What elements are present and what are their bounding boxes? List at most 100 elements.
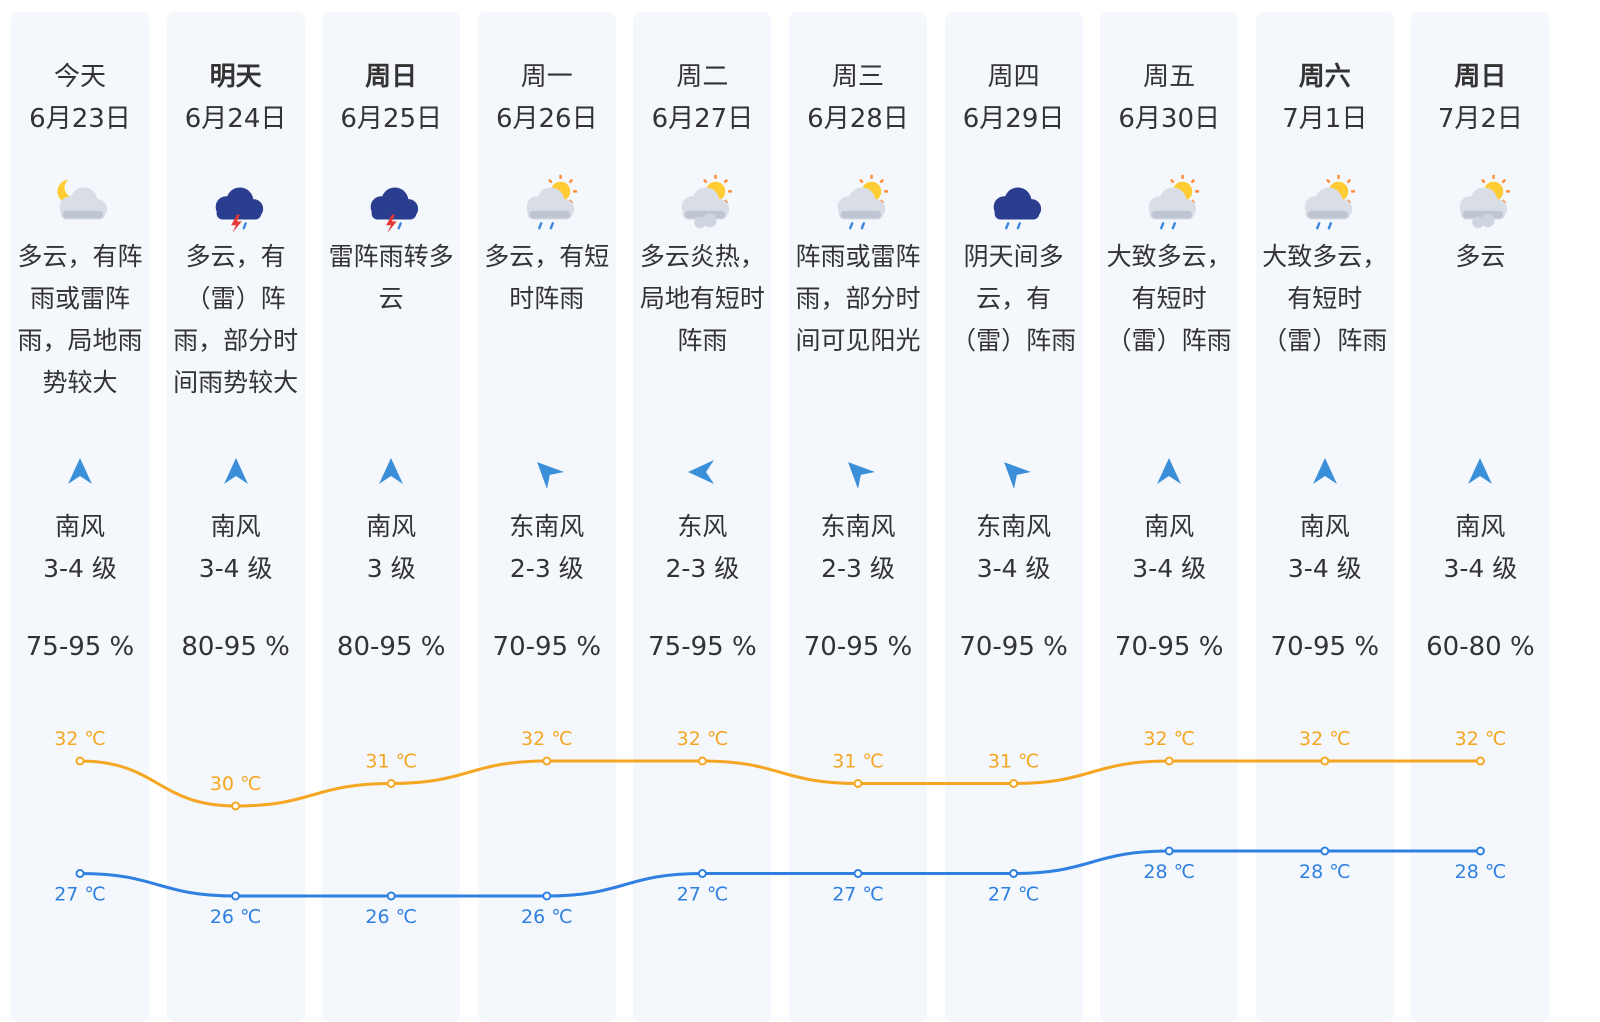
day-of-week: 周三 — [831, 62, 884, 92]
wind-direction: 南风 — [366, 512, 417, 541]
sun-cloud-icon — [667, 172, 737, 234]
wind-level: 3-4 级 — [1443, 554, 1518, 583]
high-temp-label: 31 ℃ — [832, 751, 884, 773]
weather-description: 多云炎热，局地有短时阵雨 — [639, 242, 765, 355]
thunderstorm-icon — [356, 172, 426, 234]
sun-cloud-rain-icon — [837, 174, 889, 230]
high-temp-point — [697, 756, 707, 766]
wind-direction: 南风 — [54, 512, 105, 541]
high-temp-label: 32 ℃ — [1143, 728, 1195, 750]
high-temp-label: 32 ℃ — [677, 728, 729, 750]
weather-description: 多云，有阵雨或雷阵雨，局地雨势较大 — [17, 242, 143, 397]
high-temp-point — [853, 779, 863, 788]
sun-cloud-icon — [1460, 174, 1511, 229]
thunderstorm-icon — [215, 187, 263, 234]
weather-description: 多云 — [1455, 242, 1506, 271]
sun-cloud-rain-icon — [823, 172, 893, 234]
high-temp-label: 32 ℃ — [521, 728, 573, 750]
northwest-arrow-icon — [536, 462, 564, 489]
wind-direction: 东南风 — [509, 512, 585, 541]
low-temp-label: 28 ℃ — [1143, 861, 1195, 883]
day-date: 6月27日 — [651, 104, 754, 134]
high-temp-point — [1320, 756, 1330, 766]
weather-description: 大致多云，有短时（雷）阵雨 — [1106, 242, 1232, 355]
high-temp-point — [75, 756, 85, 766]
day-date: 6月25日 — [340, 104, 442, 134]
west-arrow-icon — [688, 460, 715, 484]
high-temp-label: 32 ℃ — [1299, 728, 1351, 750]
moon-cloud-icon — [57, 179, 108, 220]
high-temp-point — [386, 779, 396, 788]
north-arrow-icon — [1463, 455, 1497, 489]
day-of-week: 周日 — [1454, 62, 1507, 92]
rain-cloud-icon — [993, 187, 1041, 230]
thunderstorm-icon — [370, 187, 419, 234]
humidity-range: 70-95 % — [492, 632, 602, 662]
weather-description: 多云，有（雷）阵雨，部分时间雨势较大 — [173, 242, 299, 397]
humidity-range: 75-95 % — [25, 632, 135, 662]
wind-level: 3-4 级 — [976, 554, 1051, 583]
wind-direction: 南风 — [1299, 512, 1350, 541]
wind-direction: 南风 — [1455, 512, 1506, 541]
weather-description: 雷阵雨转多云 — [328, 242, 454, 313]
sun-cloud-rain-icon — [526, 174, 577, 230]
low-temp-point — [1009, 869, 1019, 878]
north-arrow-icon — [68, 458, 92, 484]
low-temp-point — [697, 869, 707, 878]
north-arrow-icon — [1152, 455, 1186, 489]
day-column: 周二 6月27日 多云炎热，局地有短时阵雨 东风 2-3 级 75-95 % — [633, 12, 772, 1022]
sun-cloud-rain-icon — [1290, 172, 1360, 234]
wind-level: 3 级 — [366, 554, 416, 583]
low-temp-label: 28 ℃ — [1455, 861, 1507, 883]
high-temp-point — [1009, 779, 1019, 788]
day-of-week: 周六 — [1298, 62, 1351, 92]
low-temp-point — [1164, 846, 1174, 856]
north-arrow-icon — [1308, 455, 1342, 489]
humidity-range: 70-95 % — [1270, 632, 1380, 662]
humidity-range: 80-95 % — [181, 632, 290, 662]
north-arrow-icon — [379, 458, 404, 484]
sun-cloud-rain-icon — [1148, 174, 1200, 230]
wind-direction: 南风 — [1144, 512, 1195, 541]
wind-level: 3-4 级 — [1132, 554, 1207, 583]
day-column: 周四 6月29日 阴天间多云，有（雷）阵雨 东南风 3-4 级 70-95 % — [944, 12, 1083, 1022]
low-temp-label: 27 ℃ — [677, 884, 729, 906]
day-of-week: 周五 — [1143, 62, 1196, 92]
high-temp-label: 31 ℃ — [365, 751, 417, 773]
sun-cloud-icon — [1445, 172, 1515, 234]
day-date: 6月29日 — [962, 104, 1065, 134]
north-arrow-icon — [1468, 458, 1493, 484]
sun-cloud-rain-icon — [1134, 172, 1204, 234]
north-arrow-icon — [219, 455, 253, 489]
high-temp-point — [1475, 756, 1485, 766]
humidity-range: 70-95 % — [803, 632, 913, 662]
wind-direction: 东南风 — [820, 512, 896, 541]
northwest-arrow-icon — [1003, 462, 1031, 489]
day-date: 6月30日 — [1118, 104, 1220, 134]
high-temp-label: 32 ℃ — [1455, 728, 1507, 750]
low-temp-point — [853, 869, 863, 878]
day-of-week: 周四 — [987, 62, 1040, 92]
sun-cloud-icon — [682, 174, 733, 229]
low-temp-label: 26 ℃ — [365, 906, 417, 928]
high-temp-point — [231, 801, 241, 811]
west-arrow-icon — [685, 455, 719, 489]
wind-direction: 东南风 — [976, 512, 1052, 541]
wind-direction: 南风 — [210, 512, 261, 541]
low-temp-point — [1320, 846, 1330, 856]
weather-description: 多云，有短时阵雨 — [484, 242, 610, 313]
low-temp-point — [231, 891, 241, 901]
day-of-week: 周一 — [520, 62, 573, 92]
weather-description: 阴天间多云，有（雷）阵雨 — [951, 242, 1077, 355]
high-temp-label: 31 ℃ — [988, 751, 1040, 773]
sun-cloud-rain-icon — [512, 172, 582, 234]
low-temp-label: 26 ℃ — [210, 906, 262, 928]
day-date: 6月23日 — [29, 104, 131, 134]
moon-cloud-icon — [45, 172, 115, 234]
low-temp-line — [79, 849, 1481, 898]
day-column: 今天 6月23日 多云，有阵雨或雷阵雨，局地雨势较大 南风 3-4 级 75-95 % — [11, 12, 149, 1022]
high-temp-point — [542, 756, 552, 766]
sun-cloud-rain-icon — [1304, 174, 1355, 230]
humidity-range: 75-95 % — [648, 632, 757, 662]
